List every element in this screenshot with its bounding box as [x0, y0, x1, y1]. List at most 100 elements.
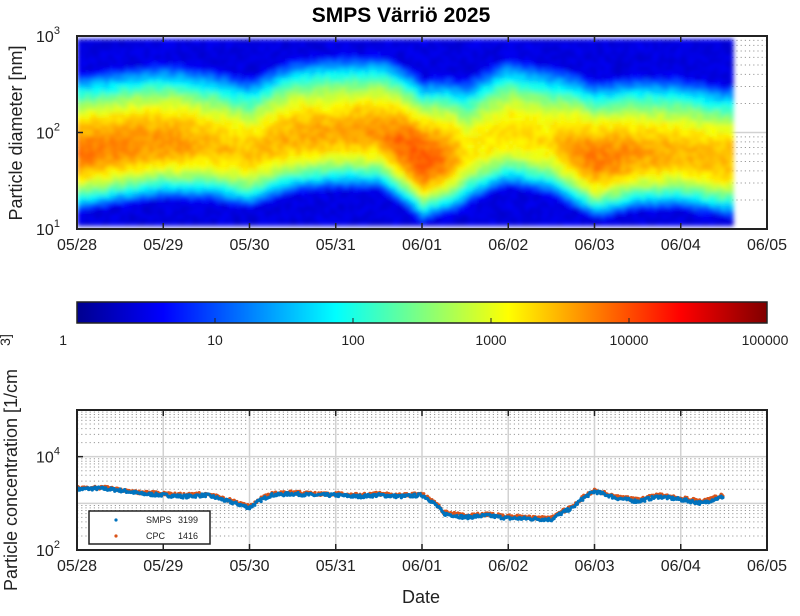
- heatmap-cell: [457, 62, 462, 67]
- heatmap-cell: [413, 151, 418, 157]
- heatmap-cell: [325, 93, 330, 98]
- heatmap-cell: [433, 206, 438, 211]
- heatmap-cell: [153, 58, 158, 63]
- heatmap-cell: [305, 217, 310, 223]
- heatmap-cell: [333, 105, 338, 110]
- heatmap-cell: [297, 147, 302, 153]
- heatmap-cell: [125, 182, 130, 188]
- heatmap-cell: [397, 136, 402, 141]
- heatmap-cell: [349, 66, 354, 71]
- heatmap-cell: [445, 171, 450, 176]
- heatmap-cell: [401, 108, 406, 114]
- heatmap-cell: [401, 128, 406, 133]
- heatmap-cell: [105, 143, 110, 149]
- heatmap-cell: [437, 62, 442, 67]
- heatmap-cell: [269, 81, 274, 87]
- heatmap-cell: [461, 163, 466, 168]
- heatmap-cell: [433, 46, 438, 52]
- heatmap-cell: [317, 221, 322, 227]
- heatmap-cell: [389, 116, 394, 122]
- heatmap-cell: [457, 167, 462, 172]
- heatmap-cell: [245, 54, 250, 59]
- heatmap-cell: [85, 120, 90, 126]
- heatmap-cell: [409, 213, 414, 219]
- heatmap-cell: [429, 171, 434, 176]
- heatmap-cell: [113, 175, 118, 180]
- heatmap-cell: [441, 221, 446, 227]
- heatmap-cell: [257, 46, 262, 52]
- heatmap-cell: [445, 182, 450, 188]
- heatmap-cell: [329, 159, 334, 164]
- heatmap-cell: [121, 46, 126, 52]
- heatmap-cell: [113, 210, 118, 215]
- heatmap-cell: [393, 101, 398, 106]
- heatmap-cell: [277, 136, 282, 141]
- heatmap-cell: [405, 116, 410, 122]
- heatmap-cell: [77, 101, 82, 106]
- heatmap-cell: [441, 217, 446, 223]
- heatmap-cell: [429, 85, 434, 91]
- heatmap-cell: [437, 178, 442, 184]
- heatmap-cell: [221, 73, 226, 79]
- heatmap-cell: [417, 210, 422, 215]
- heatmap-cell: [417, 42, 422, 48]
- heatmap-cell: [197, 62, 202, 67]
- heatmap-cell: [165, 210, 170, 215]
- heatmap-cell: [121, 50, 126, 56]
- heatmap-cell: [389, 66, 394, 71]
- heatmap-cell: [149, 97, 154, 102]
- heatmap-cell: [405, 120, 410, 126]
- heatmap-cell: [273, 182, 278, 188]
- heatmap-cell: [309, 198, 314, 203]
- heatmap-cell: [181, 116, 186, 122]
- heatmap-cell: [425, 73, 430, 79]
- heatmap-cell: [461, 58, 466, 63]
- heatmap-cell: [441, 155, 446, 161]
- heatmap-cell: [469, 159, 474, 164]
- heatmap-cell: [321, 85, 326, 91]
- heatmap-cell: [485, 194, 490, 199]
- heatmap-cell: [105, 147, 110, 153]
- heatmap-cell: [177, 58, 182, 63]
- heatmap-cell: [249, 50, 254, 56]
- heatmap-cell: [157, 112, 162, 118]
- heatmap-cell: [381, 221, 386, 227]
- heatmap-cell: [481, 62, 486, 67]
- heatmap-cell: [373, 155, 378, 161]
- heatmap-cell: [149, 42, 154, 48]
- heatmap-cell: [133, 217, 138, 223]
- heatmap-cell: [441, 213, 446, 219]
- heatmap-cell: [321, 101, 326, 106]
- heatmap-cell: [309, 213, 314, 219]
- heatmap-cell: [181, 143, 186, 149]
- heatmap-cell: [333, 116, 338, 122]
- heatmap-cell: [489, 175, 494, 180]
- heatmap-cell: [189, 217, 194, 223]
- heatmap-cell: [441, 186, 446, 192]
- heatmap-cell: [241, 175, 246, 180]
- heatmap-cell: [209, 50, 214, 56]
- heatmap-cell: [149, 50, 154, 56]
- heatmap-cell: [361, 182, 366, 188]
- heatmap-cell: [177, 159, 182, 164]
- heatmap-cell: [417, 128, 422, 133]
- heatmap-cell: [285, 77, 290, 83]
- heatmap-cell: [97, 62, 102, 67]
- heatmap-cell: [357, 206, 362, 211]
- heatmap-cell: [177, 213, 182, 219]
- heatmap-cell: [277, 112, 282, 118]
- heatmap-cell: [129, 171, 134, 176]
- heatmap-cell: [237, 206, 242, 211]
- heatmap-cell: [445, 112, 450, 118]
- heatmap-cell: [145, 194, 150, 199]
- heatmap-cell: [129, 163, 134, 168]
- heatmap-cell: [113, 213, 118, 219]
- heatmap-cell: [261, 46, 266, 52]
- heatmap-cell: [249, 108, 254, 114]
- heatmap-cell: [289, 213, 294, 219]
- heatmap-cell: [293, 38, 298, 44]
- heatmap-cell: [237, 105, 242, 110]
- heatmap-cell: [429, 155, 434, 161]
- heatmap-cell: [377, 120, 382, 126]
- heatmap-cell: [285, 194, 290, 199]
